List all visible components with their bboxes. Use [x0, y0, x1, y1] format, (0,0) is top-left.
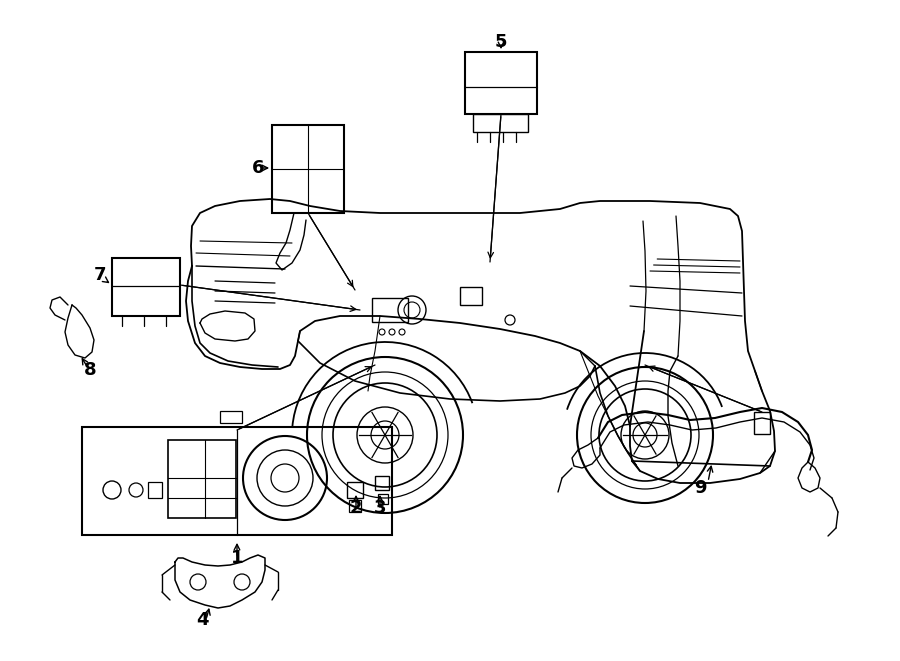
Bar: [220, 411, 242, 423]
Bar: [347, 482, 363, 498]
Bar: [82, 427, 392, 535]
Text: 8: 8: [84, 361, 96, 379]
Bar: [112, 258, 180, 316]
Text: 2: 2: [350, 499, 362, 517]
Bar: [148, 482, 162, 498]
Bar: [375, 476, 389, 490]
Text: 7: 7: [94, 266, 106, 284]
Bar: [754, 412, 770, 434]
Bar: [460, 287, 482, 305]
Text: 3: 3: [374, 499, 386, 517]
Bar: [378, 494, 388, 504]
Bar: [349, 500, 361, 512]
Bar: [372, 298, 408, 322]
Bar: [168, 440, 236, 518]
Text: 1: 1: [230, 549, 243, 567]
Text: 4: 4: [196, 611, 208, 629]
Bar: [473, 114, 528, 132]
Bar: [272, 125, 344, 213]
Text: 6: 6: [252, 159, 265, 177]
Text: 9: 9: [694, 479, 706, 497]
Text: 5: 5: [495, 33, 508, 51]
Bar: [465, 52, 537, 114]
